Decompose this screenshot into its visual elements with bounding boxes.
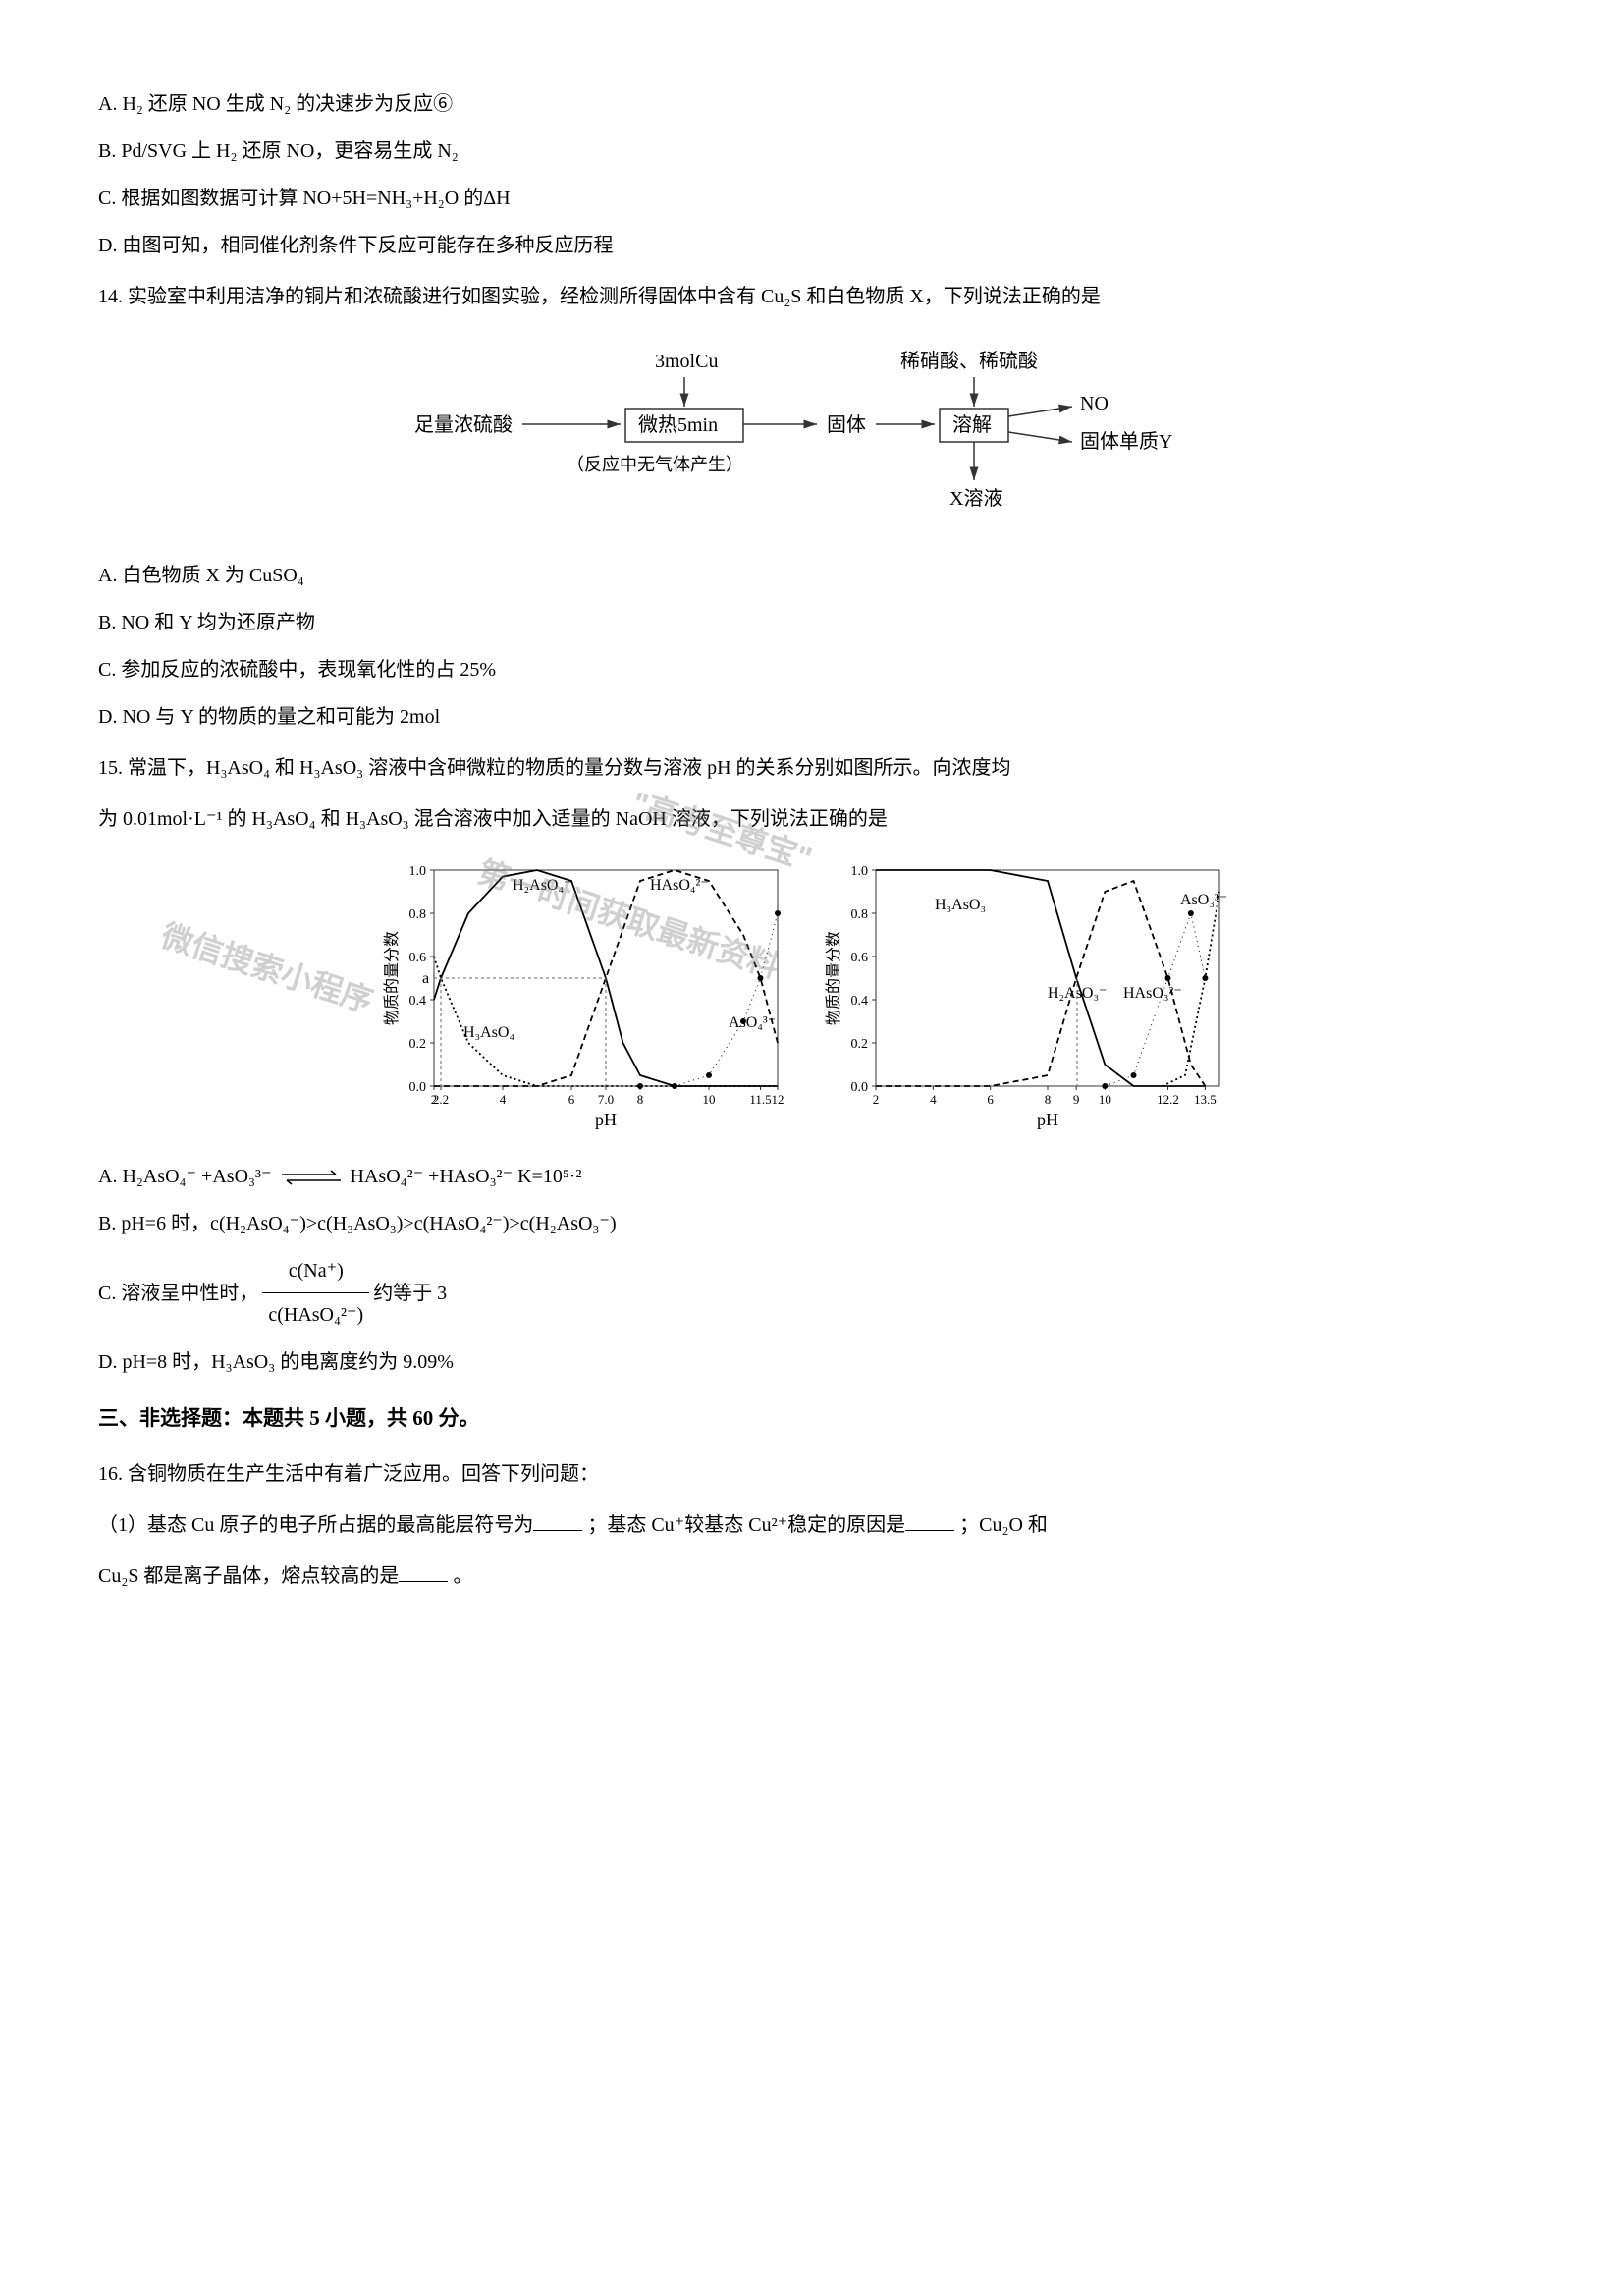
svg-text:0.6: 0.6 [408,951,426,965]
svg-text:H₂AsO₃⁻: H₂AsO₃⁻ [1048,985,1108,1002]
q15-stem-l2: 为 0.01mol·L⁻¹ 的 H₃AsO₄ 和 H₃AsO₃ 混合溶液中加入适… [98,797,1525,841]
q13-option-c: C. 根据如图数据可计算 NO+5H=NH₃+H₂O 的ΔH [98,177,1525,220]
svg-text:4: 4 [930,1092,937,1107]
svg-text:9: 9 [1072,1092,1079,1107]
svg-text:1.0: 1.0 [408,864,426,879]
svg-text:H₂AsO₄⁻: H₂AsO₄⁻ [513,877,572,894]
svg-text:0.0: 0.0 [850,1080,868,1095]
svg-text:物质的量分数: 物质的量分数 [383,931,401,1025]
label-dissolve: 溶解 [952,413,992,436]
svg-text:7.0: 7.0 [597,1092,613,1107]
svg-text:H₃AsO₄: H₃AsO₄ [463,1024,514,1041]
q13-option-b: B. Pd/SVG 上 H₂ 还原 NO，更容易生成 N₂ [98,130,1525,173]
svg-text:12: 12 [771,1092,784,1107]
label-solid: 固体 [827,413,866,436]
svg-text:0.8: 0.8 [850,907,868,922]
q13-option-d: D. 由图可知，相同催化剂条件下反应可能存在多种反应历程 [98,224,1525,267]
q15-chart-left: 物质的量分数 pH 0.00.20.40.60.81.0 22.2467.081… [380,855,802,1140]
svg-text:2.2: 2.2 [432,1092,448,1107]
svg-text:11.5: 11.5 [749,1092,771,1107]
svg-text:pH: pH [1037,1110,1058,1129]
svg-text:HAsO₃²⁻: HAsO₃²⁻ [1123,985,1182,1002]
svg-text:0.0: 0.0 [408,1080,426,1095]
svg-text:0.8: 0.8 [408,907,426,922]
svg-text:AsO₄³⁻: AsO₄³⁻ [729,1014,776,1031]
svg-text:0.4: 0.4 [408,994,426,1009]
q14-option-b: B. NO 和 Y 均为还原产物 [98,601,1525,644]
q16-stem: 16. 含铜物质在生产生活中有着广泛应用。回答下列问题： [98,1452,1525,1496]
svg-text:HAsO₄²⁻: HAsO₄²⁻ [650,877,709,894]
label-dilute: 稀硝酸、稀硫酸 [900,350,1038,372]
q15-option-b: B. pH=6 时，c(H₂AsO₄⁻)>c(H₃AsO₃)>c(HAsO₄²⁻… [98,1202,1525,1245]
label-heat-box: 微热5min [638,413,718,436]
svg-text:H₃AsO₃: H₃AsO₃ [935,897,986,913]
watermark-1: 微信搜索小程序 [152,902,383,1035]
blank-3 [399,1562,448,1582]
label-acid-in: 足量浓硫酸 [414,413,513,436]
q13-option-a: A. H₂ 还原 NO 生成 N₂ 的决速步为反应⑥ [98,82,1525,126]
q16-part1-cont: Cu₂S 都是离子晶体，熔点较高的是 。 [98,1555,1525,1598]
section-3-title: 三、非选择题：本题共 5 小题，共 60 分。 [98,1395,1525,1441]
svg-text:6: 6 [568,1092,574,1107]
q15-stem-l1: 15. 常温下，H₃AsO₄ 和 H₃AsO₃ 溶液中含砷微粒的物质的量分数与溶… [98,746,1525,790]
svg-text:4: 4 [499,1092,506,1107]
label-no: NO [1080,393,1109,414]
svg-text:8: 8 [1044,1092,1051,1107]
q14-diagram: 3molCu 足量浓硫酸 微热5min （反应中无气体产生） 固体 稀硝酸、稀硫… [98,338,1525,534]
blank-2 [905,1511,954,1531]
q15-chart-right: 物质的量分数 pH 0.0 0.2 0.4 0.6 0.8 1.0 2 4 6 8 9 10 12.2… [822,855,1244,1140]
q15-option-a: A. H₂AsO₄⁻ +AsO₃³⁻ HAsO₄²⁻ +HAsO₃²⁻ K=10… [98,1155,1525,1198]
blank-1 [533,1511,582,1531]
q14-option-a: A. 白色物质 X 为 CuSO₄ [98,554,1525,597]
equilibrium-arrow-icon [277,1169,346,1186]
q16-part1: （1）基态 Cu 原子的电子所占据的最高能层符号为 ；基态 Cu⁺较基态 Cu²… [98,1503,1525,1547]
svg-text:pH: pH [595,1110,617,1129]
svg-text:8: 8 [636,1092,643,1107]
svg-text:AsO₃³⁻: AsO₃³⁻ [1180,892,1227,908]
label-x-sol: X溶液 [949,487,1002,510]
svg-text:13.5: 13.5 [1194,1092,1217,1107]
svg-text:6: 6 [987,1092,994,1107]
svg-text:0.4: 0.4 [850,994,868,1009]
label-note: （反应中无气体产生） [567,455,743,474]
q15-option-d: D. pH=8 时，H₃AsO₃ 的电离度约为 9.09% [98,1340,1525,1384]
q14-option-c: C. 参加反应的浓硫酸中，表现氧化性的占 25% [98,648,1525,691]
svg-text:10: 10 [1098,1092,1110,1107]
svg-text:12.2: 12.2 [1157,1092,1179,1107]
svg-text:0.2: 0.2 [850,1037,868,1052]
svg-text:10: 10 [702,1092,715,1107]
svg-text:物质的量分数: 物质的量分数 [825,931,842,1025]
svg-text:a: a [422,970,429,987]
svg-text:2: 2 [872,1092,879,1107]
q14-option-d: D. NO 与 Y 的物质的量之和可能为 2mol [98,695,1525,738]
svg-text:0.6: 0.6 [850,951,868,965]
svg-text:0.2: 0.2 [408,1037,426,1052]
svg-text:1.0: 1.0 [850,864,868,879]
label-cu: 3molCu [655,351,718,372]
q15-option-c: C. 溶液呈中性时， c(Na⁺) c(HAsO₄²⁻) 约等于 3 [98,1249,1525,1337]
q14-stem: 14. 实验室中利用洁净的铜片和浓硫酸进行如图实验，经检测所得固体中含有 Cu₂… [98,275,1525,318]
label-y: 固体单质Y [1080,430,1172,453]
